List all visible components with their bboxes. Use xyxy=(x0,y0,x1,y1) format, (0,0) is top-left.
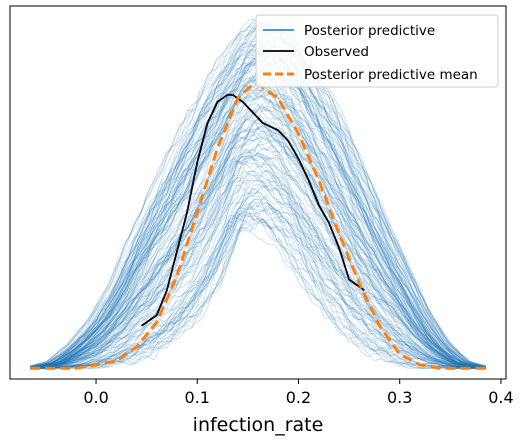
x-tick-label: 0.1 xyxy=(185,388,210,407)
x-axis: 0.0 0.1 0.2 0.3 0.4 xyxy=(83,379,514,407)
posterior-curve xyxy=(30,153,486,369)
x-tick-label: 0.4 xyxy=(488,388,513,407)
posterior-curve xyxy=(30,137,486,369)
posterior-curve xyxy=(30,89,486,369)
posterior-curve xyxy=(30,85,486,369)
posterior-curve xyxy=(30,169,486,369)
posterior-curve xyxy=(30,110,486,369)
posterior-curve xyxy=(30,170,486,369)
posterior-curve xyxy=(30,141,486,369)
posterior-curve xyxy=(30,177,486,369)
posterior-curve xyxy=(30,202,486,369)
posterior-curve xyxy=(30,148,486,369)
posterior-curve xyxy=(30,110,486,369)
posterior-curve xyxy=(30,207,486,369)
posterior-curve xyxy=(30,148,486,369)
posterior-curve xyxy=(30,170,486,369)
legend: Posterior predictive Observed Posterior … xyxy=(255,14,499,88)
legend-box xyxy=(255,14,499,88)
posterior-curve xyxy=(30,200,486,369)
posterior-curve xyxy=(30,218,486,369)
posterior-curve xyxy=(30,135,486,369)
legend-label-mean: Posterior predictive mean xyxy=(304,67,478,83)
posterior-curve xyxy=(30,198,486,369)
posterior-curve xyxy=(30,222,486,369)
posterior-curve xyxy=(30,157,486,369)
posterior-curve xyxy=(30,89,486,369)
posterior-mean-line xyxy=(30,82,486,370)
posterior-curve xyxy=(30,206,486,369)
posterior-curve xyxy=(30,126,486,369)
posterior-curve xyxy=(30,180,486,369)
posterior-curve xyxy=(30,153,486,369)
posterior-curve xyxy=(30,103,486,369)
posterior-curve xyxy=(30,184,486,369)
posterior-curve xyxy=(30,103,486,369)
posterior-curve xyxy=(30,105,486,369)
plot-frame xyxy=(9,5,507,380)
posterior-curve xyxy=(30,194,486,369)
posterior-curve xyxy=(30,179,486,369)
posterior-curve xyxy=(30,136,486,369)
posterior-curve xyxy=(30,100,486,369)
posterior-curve xyxy=(30,125,486,369)
x-axis-label: infection_rate xyxy=(193,414,324,436)
observed-series xyxy=(141,93,365,327)
posterior-curve xyxy=(30,214,486,369)
posterior-curve xyxy=(30,104,486,369)
posterior-curve xyxy=(30,111,486,369)
posterior-curve xyxy=(30,184,486,369)
posterior-curve xyxy=(30,170,486,369)
posterior-curve xyxy=(30,89,486,369)
posterior-curve xyxy=(30,217,486,369)
posterior-curve xyxy=(30,88,486,369)
posterior-curve xyxy=(30,122,486,369)
posterior-curve xyxy=(30,130,486,369)
posterior-curve xyxy=(30,84,486,369)
posterior-curve xyxy=(30,127,486,369)
posterior-curve xyxy=(30,94,486,369)
posterior-curve xyxy=(30,182,486,369)
posterior-curve xyxy=(30,155,486,369)
legend-label-posterior: Posterior predictive xyxy=(304,23,435,39)
posterior-curve xyxy=(30,159,486,369)
posterior-curve xyxy=(30,117,486,369)
x-tick-label: 0.0 xyxy=(83,388,108,407)
posterior-curve xyxy=(30,151,486,369)
posterior-curve xyxy=(30,198,486,369)
posterior-curve xyxy=(30,120,486,369)
legend-label-observed: Observed xyxy=(304,44,369,60)
x-tick-label: 0.2 xyxy=(286,388,311,407)
posterior-curve xyxy=(30,191,486,369)
posterior-curve xyxy=(30,211,486,369)
posterior-curve xyxy=(30,84,486,369)
posterior-curve xyxy=(30,142,486,369)
posterior-curve xyxy=(30,96,486,369)
posterior-curve xyxy=(30,133,486,369)
posterior-curve xyxy=(30,165,486,369)
posterior-curve xyxy=(30,102,486,369)
posterior-curve xyxy=(30,190,486,369)
posterior-curve xyxy=(30,174,486,369)
posterior-curve xyxy=(30,155,486,369)
posterior-curve xyxy=(30,91,486,369)
posterior-curve xyxy=(30,147,486,369)
posterior-curve xyxy=(30,157,486,369)
posterior-curve xyxy=(30,132,486,369)
posterior-curve xyxy=(30,128,486,369)
posterior-curve xyxy=(30,125,486,369)
posterior-mean-series xyxy=(30,82,486,370)
observed-line xyxy=(141,93,365,327)
x-tick-label: 0.3 xyxy=(387,388,412,407)
